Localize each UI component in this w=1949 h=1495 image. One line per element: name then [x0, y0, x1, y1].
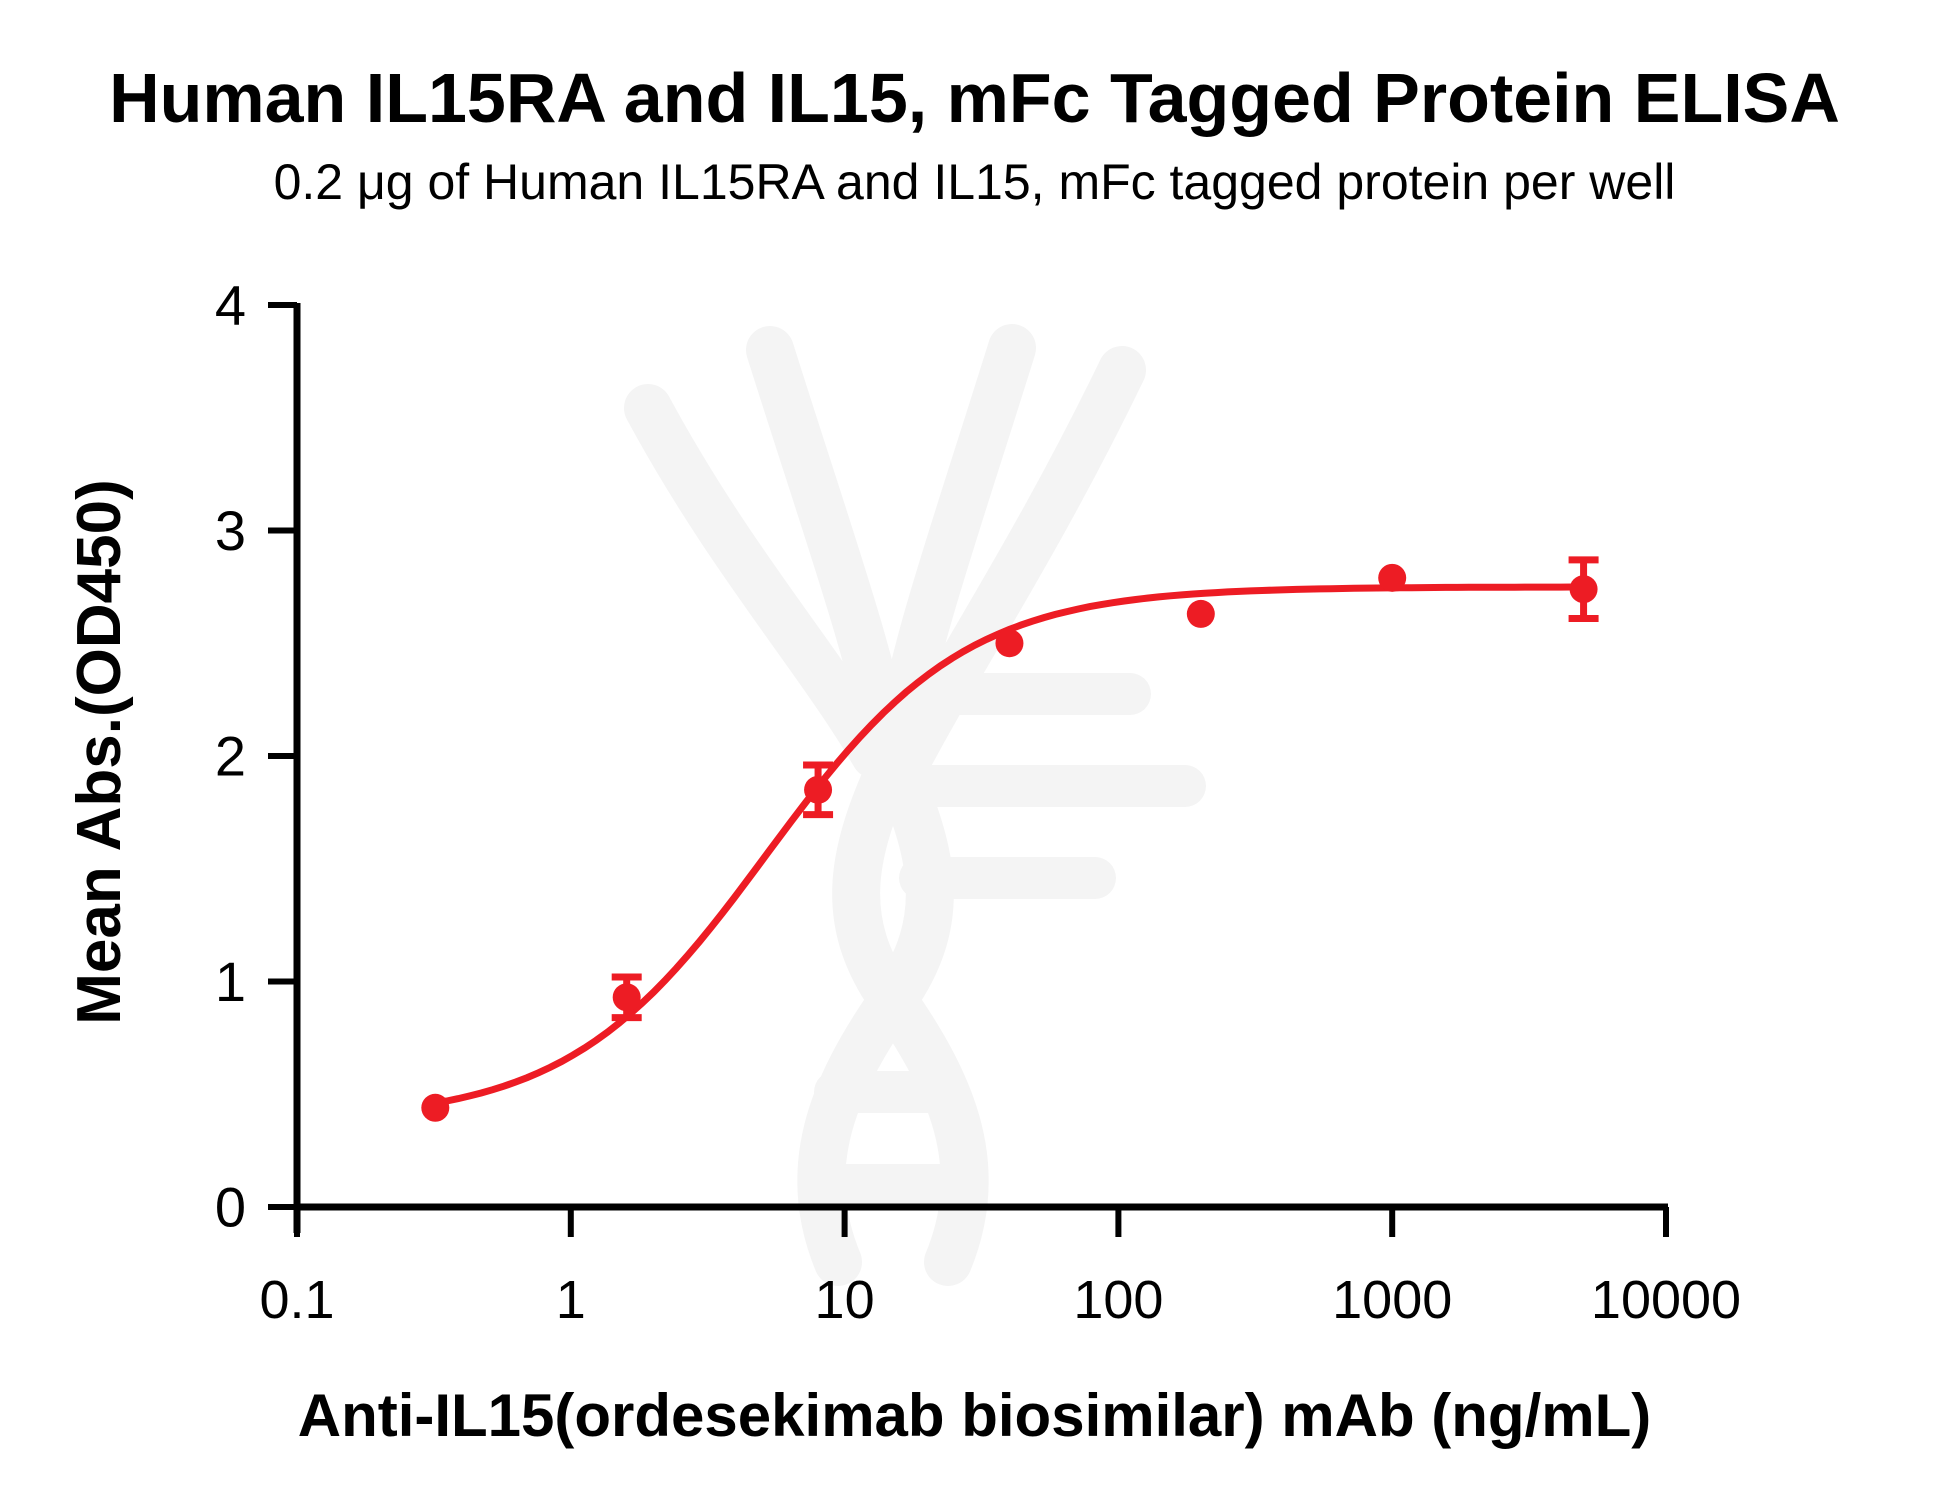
watermark-stroke	[746, 326, 912, 774]
data-point	[1378, 563, 1407, 592]
x-tick-label: 1000	[1332, 1270, 1452, 1330]
y-tick-label: 0	[215, 1176, 246, 1239]
x-tick-label: 100	[1073, 1270, 1163, 1330]
x-tick-label: 10	[815, 1270, 875, 1330]
x-tick-label: 0.1	[259, 1270, 334, 1330]
watermark-stroke	[624, 384, 899, 779]
dose-response-curve	[431, 583, 1588, 1107]
data-point	[421, 1093, 450, 1122]
x-tick-label: 1	[556, 1270, 586, 1330]
y-tick-label: 2	[215, 725, 246, 788]
y-tick-label: 4	[215, 274, 246, 337]
data-point	[1569, 575, 1598, 604]
chart-subtitle: 0.2 μg of Human IL15RA and IL15, mFc tag…	[273, 154, 1676, 210]
chart-title: Human IL15RA and IL15, mFc Tagged Protei…	[109, 59, 1840, 137]
data-point	[995, 629, 1024, 658]
x-axis-title: Anti-IL15(ordesekimab biosimilar) mAb (n…	[297, 1382, 1652, 1449]
y-tick-label: 1	[215, 950, 246, 1013]
watermark-stroke	[886, 346, 1146, 779]
data-point	[612, 983, 641, 1012]
watermark-dna-antibody-logo	[624, 324, 1206, 1286]
x-tick-label: 10000	[1591, 1270, 1741, 1330]
data-point	[804, 775, 833, 804]
y-tick-label: 3	[215, 499, 246, 562]
data-point	[1186, 599, 1215, 628]
